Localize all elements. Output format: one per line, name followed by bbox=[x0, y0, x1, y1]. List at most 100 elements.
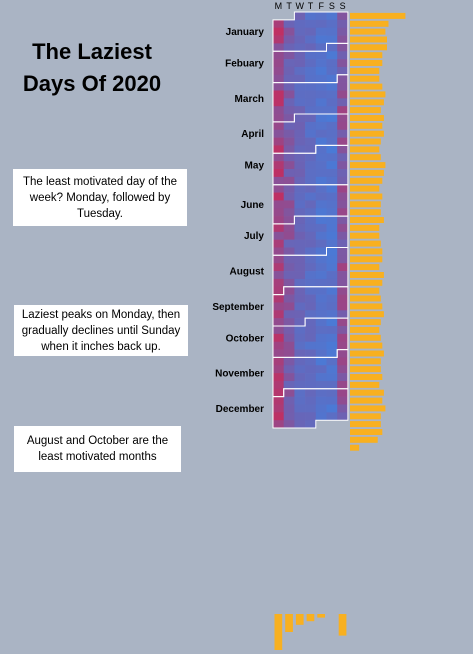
heatmap-cell bbox=[305, 129, 317, 138]
heatmap-cell bbox=[326, 318, 338, 327]
week-bar bbox=[350, 436, 378, 443]
heatmap-cell bbox=[326, 404, 338, 413]
week-bar bbox=[350, 99, 384, 106]
heatmap-cell bbox=[305, 310, 317, 319]
heatmap-cell bbox=[337, 66, 349, 76]
heatmap-cell bbox=[315, 82, 327, 91]
heatmap-cell bbox=[305, 239, 317, 248]
heatmap-cell bbox=[283, 153, 295, 162]
heatmap-cell bbox=[294, 176, 306, 185]
heatmap-cell bbox=[337, 200, 349, 209]
heatmap-cell bbox=[305, 121, 317, 131]
heatmap-cell bbox=[326, 294, 338, 303]
weekday-bar bbox=[306, 614, 315, 622]
heatmap-cell bbox=[337, 184, 349, 193]
heatmap-cell bbox=[315, 121, 327, 131]
heatmap-cell bbox=[326, 82, 338, 91]
week-bar bbox=[350, 185, 380, 192]
heatmap-cell bbox=[337, 114, 349, 123]
heatmap-cell bbox=[337, 169, 349, 178]
heatmap-cell bbox=[337, 74, 349, 83]
heatmap-cell bbox=[315, 380, 327, 390]
heatmap-cell bbox=[305, 66, 317, 76]
heatmap-cell bbox=[283, 349, 295, 358]
heatmap-cell bbox=[326, 121, 338, 131]
heatmap-cell bbox=[337, 310, 349, 319]
heatmap-cell bbox=[326, 412, 338, 421]
week-bar bbox=[350, 83, 383, 90]
heatmap-cell bbox=[294, 82, 306, 91]
heatmap-cell bbox=[305, 302, 317, 311]
heatmap-cell bbox=[283, 380, 295, 390]
week-bar bbox=[350, 350, 384, 357]
heatmap-cell bbox=[294, 192, 306, 201]
week-bar bbox=[350, 67, 380, 74]
heatmap-cell bbox=[315, 90, 327, 99]
heatmap-cell bbox=[273, 192, 284, 201]
heatmap-cell bbox=[326, 12, 338, 21]
heatmap-cell bbox=[283, 74, 295, 83]
month-label: April bbox=[241, 129, 264, 140]
heatmap-cell bbox=[315, 302, 327, 311]
heatmap-cell bbox=[294, 208, 306, 217]
heatmap-cell bbox=[326, 263, 338, 272]
heatmap-cell bbox=[326, 98, 338, 107]
heatmap-cell bbox=[326, 349, 338, 358]
heatmap-cell bbox=[315, 263, 327, 272]
heatmap-cell bbox=[337, 278, 349, 288]
heatmap-cell bbox=[326, 239, 338, 248]
heatmap-cell bbox=[326, 74, 338, 83]
heatmap-cell bbox=[283, 365, 295, 374]
annotation-trend: Laziest peaks on Monday, then gradually … bbox=[14, 305, 188, 356]
weekday-bar bbox=[338, 614, 347, 636]
heatmap-cell bbox=[273, 310, 284, 319]
heatmap-cell bbox=[273, 286, 284, 295]
heatmap-cell bbox=[305, 263, 317, 272]
heatmap-cell bbox=[337, 176, 349, 185]
heatmap-cell bbox=[315, 404, 327, 413]
heatmap-cell bbox=[337, 263, 349, 272]
heatmap-cell bbox=[337, 255, 349, 264]
heatmap-cell bbox=[305, 59, 317, 68]
week-bar bbox=[350, 374, 383, 380]
heatmap-cell bbox=[326, 286, 338, 295]
week-bar bbox=[350, 169, 384, 176]
heatmap-cell bbox=[305, 420, 317, 429]
heatmap-cell bbox=[326, 302, 338, 311]
week-bar bbox=[350, 366, 381, 373]
heatmap-cell bbox=[326, 396, 338, 405]
week-bar bbox=[350, 107, 381, 114]
heatmap-cell bbox=[305, 388, 317, 397]
heatmap-cell bbox=[273, 239, 284, 248]
heatmap-cell bbox=[305, 294, 317, 303]
heatmap-cell bbox=[315, 247, 327, 256]
heatmap-cell bbox=[326, 231, 338, 240]
week-bar bbox=[350, 177, 383, 184]
heatmap-cell bbox=[326, 255, 338, 264]
heatmap-cell bbox=[326, 373, 338, 382]
heatmap-cell bbox=[315, 184, 327, 193]
heatmap-cell bbox=[305, 153, 317, 162]
heatmap-cell bbox=[305, 412, 317, 421]
heatmap-cell bbox=[337, 51, 349, 60]
week-bar bbox=[350, 75, 380, 82]
heatmap-cell bbox=[337, 271, 349, 280]
week-bar bbox=[350, 342, 383, 349]
heatmap-cell bbox=[337, 208, 349, 217]
heatmap-cell bbox=[315, 341, 327, 350]
heatmap-cell bbox=[337, 286, 349, 295]
heatmap-cell bbox=[337, 373, 349, 382]
heatmap-cell bbox=[283, 145, 295, 154]
heatmap-cell bbox=[283, 396, 295, 405]
heatmap-cell bbox=[294, 153, 306, 162]
heatmap-cell bbox=[283, 231, 295, 240]
heatmap-cell bbox=[337, 98, 349, 107]
heatmap-cell bbox=[283, 27, 295, 36]
heatmap-cell bbox=[337, 326, 349, 335]
month-label: July bbox=[244, 231, 264, 242]
heatmap-cell bbox=[315, 176, 327, 185]
week-bar bbox=[350, 154, 381, 161]
week-bar bbox=[350, 389, 384, 396]
heatmap-cell bbox=[326, 106, 338, 115]
